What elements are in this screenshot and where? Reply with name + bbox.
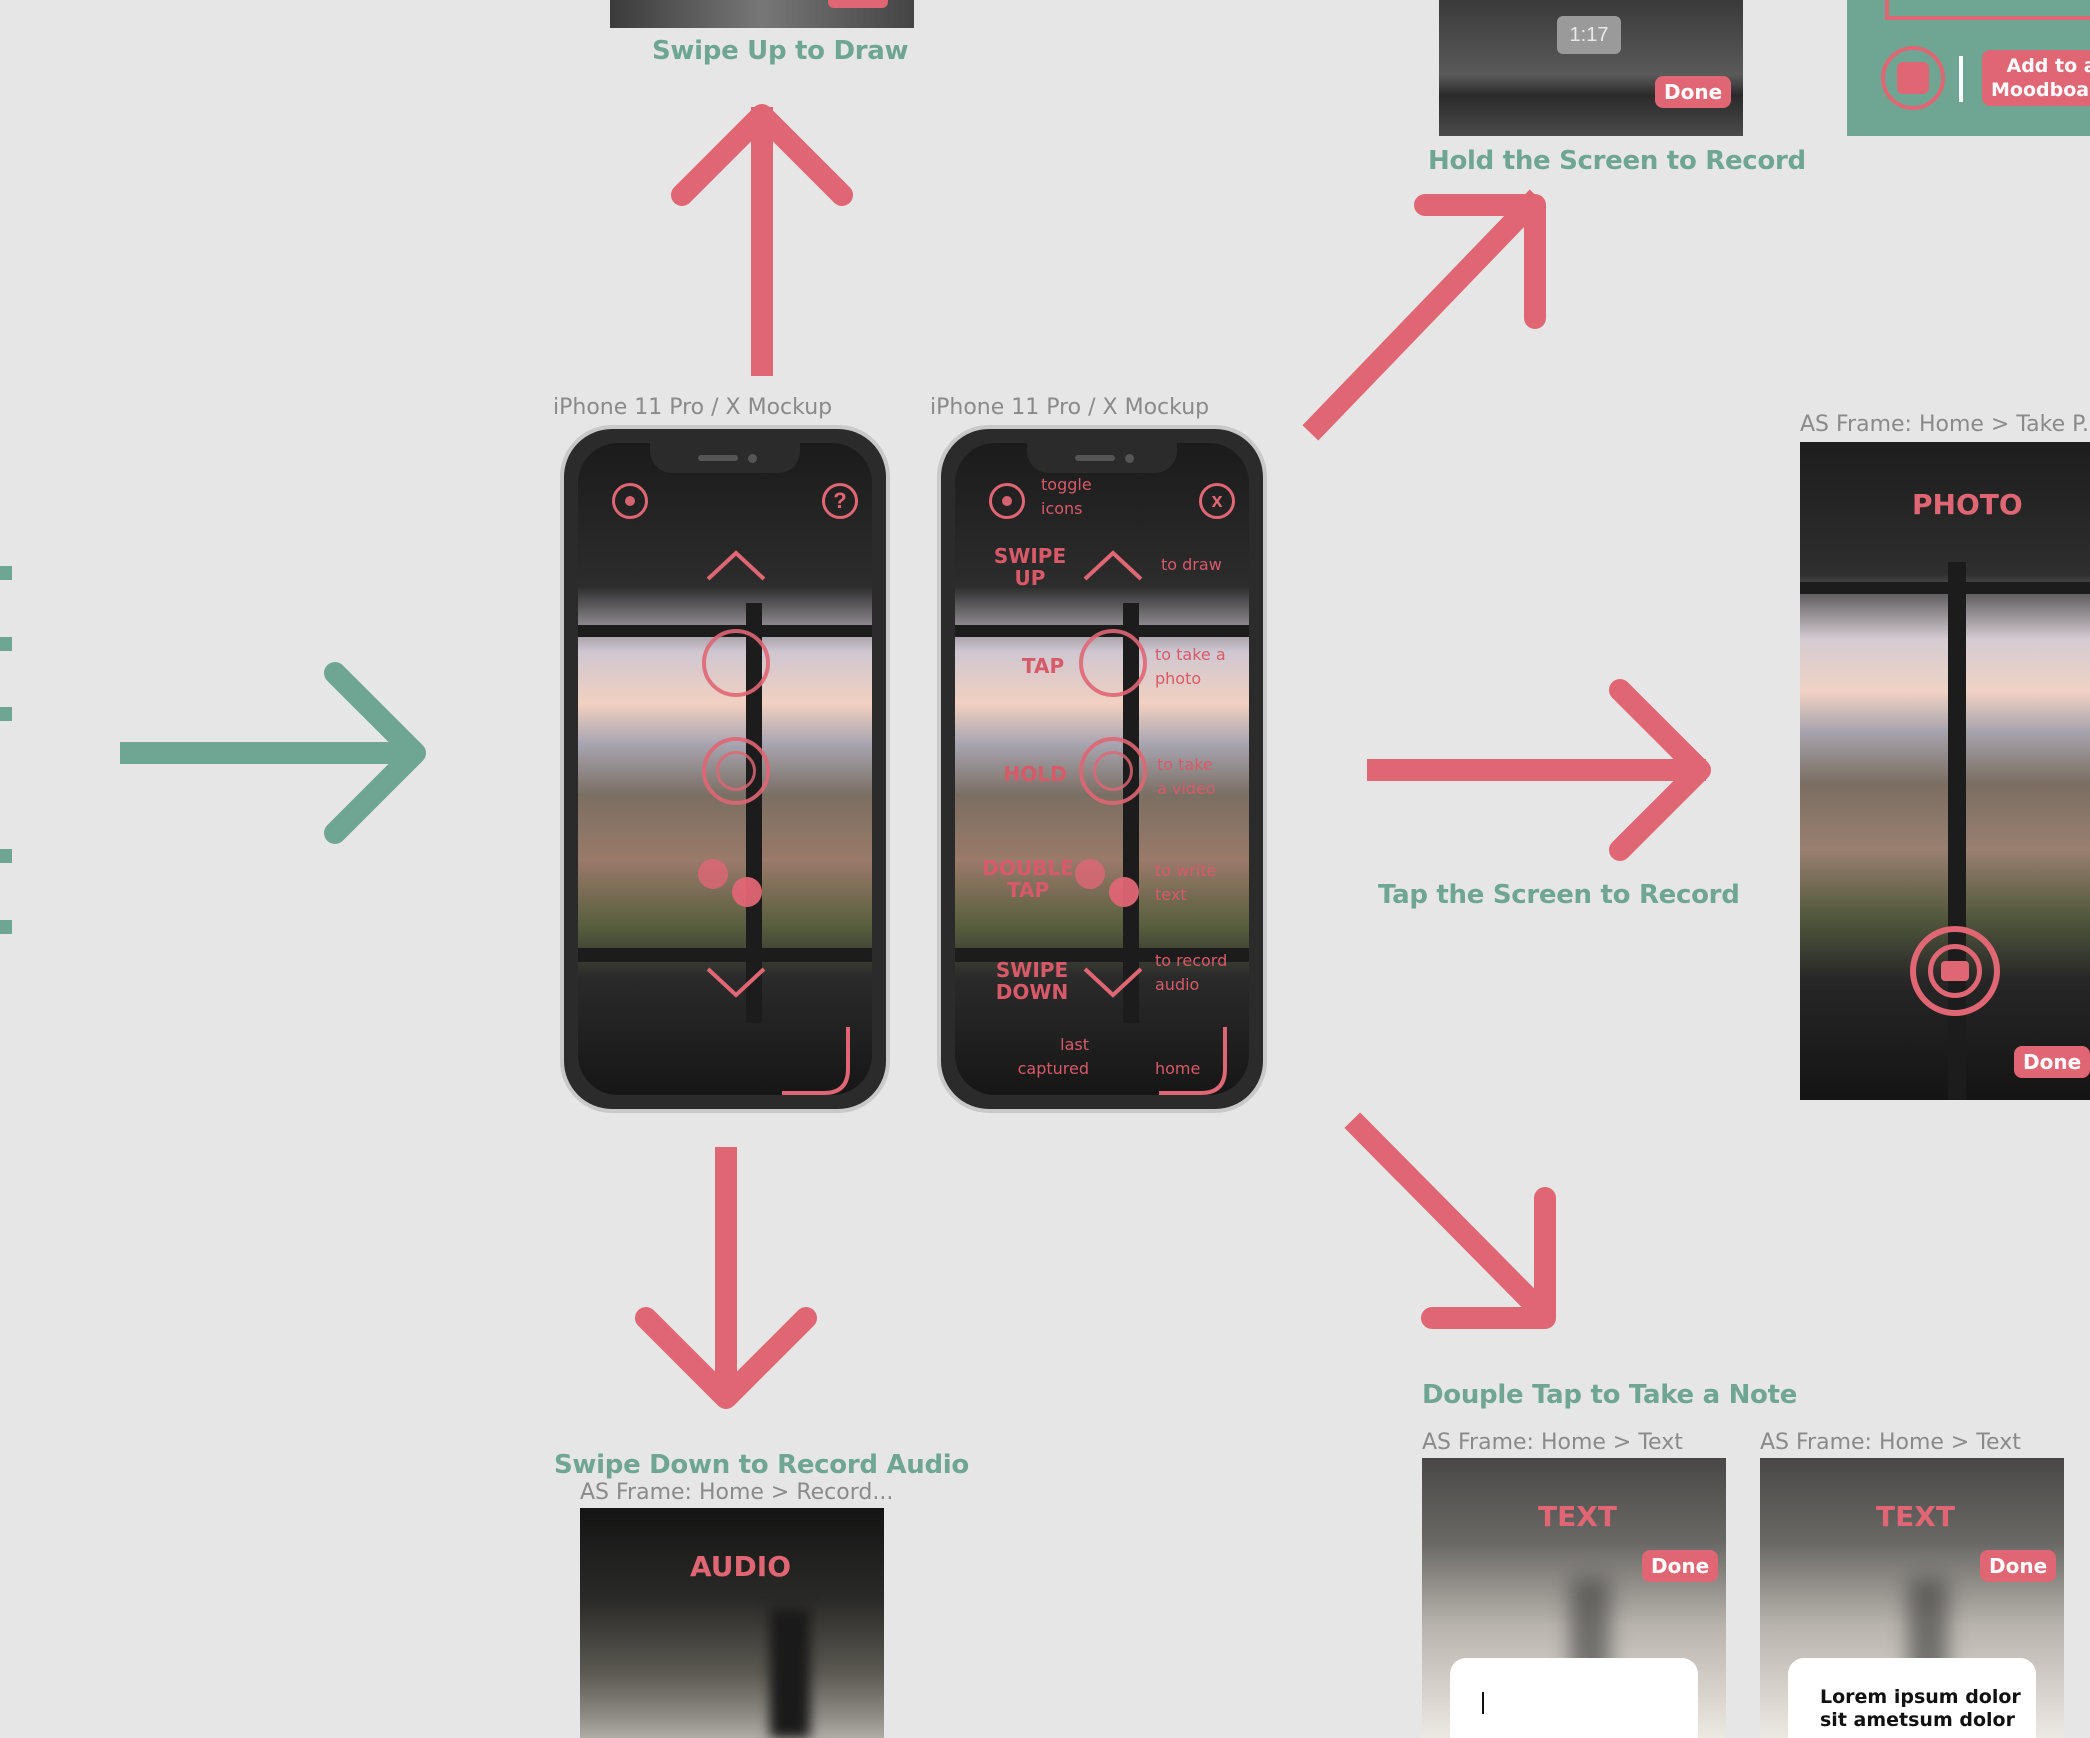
hint-double-tap-desc: to write text [1155,861,1217,904]
camera-help-view[interactable]: toggle icons x SWIPE UP to draw TAP to t… [955,443,1249,1095]
toggle-icons-icon[interactable] [989,483,1025,519]
frame-label-audio: AS Frame: Home > Record... [580,1480,894,1505]
arrow-up-right-head [1414,194,1546,329]
frame-label-photo: AS Frame: Home > Take P... [1800,412,2090,437]
note-text-content: Lorem ipsum dolor sit ametsum dolor [1820,1686,2021,1731]
hold-ring-icon [702,737,770,805]
frame-label-text-1: AS Frame: Home > Text [1422,1430,1683,1455]
stop-record-icon[interactable] [1881,46,1945,110]
flow-label-swipe-down: Swipe Down to Record Audio [554,1450,969,1480]
done-button[interactable]: Done [1980,1550,2057,1582]
home-corner-icon[interactable] [778,1023,858,1095]
note-text-box[interactable]: Lorem ipsum dolor sit ametsum dolor [1788,1658,2036,1738]
hint-home: home [1155,1059,1201,1078]
add-to-moodboard-button[interactable]: Add to a Moodboard [1982,50,2090,106]
double-tap-dot-icon [1075,859,1105,889]
arrow-up-head [671,104,853,206]
hint-hold-desc: to take a video [1157,755,1216,798]
hint-tap-desc: to take a photo [1155,645,1226,688]
hint-swipe-down-label: SWIPE DOWN [995,958,1069,1004]
mockup-label-1: iPhone 11 Pro / X Mockup [553,395,833,420]
frame-text-2[interactable]: TEXT Done Lorem ipsum dolor sit ametsum … [1760,1458,2064,1738]
arrow-up-right [1302,189,1546,441]
double-tap-dot-icon-2 [732,877,762,907]
home-corner-icon[interactable] [1155,1023,1235,1095]
phone-mockup-camera[interactable]: ? [560,425,890,1113]
text-title: TEXT [1876,1500,1955,1533]
hint-swipe-up-label: SWIPE UP [993,544,1067,590]
arrow-down-right-head [1421,1187,1556,1329]
done-button[interactable]: Done [1642,1550,1719,1582]
double-tap-dot-icon [698,859,728,889]
flow-label-tap: Tap the Screen to Record [1378,880,1740,910]
hint-double-tap-label: DOUBLE TAP [982,856,1074,902]
camera-view[interactable]: ? [578,443,872,1095]
chevron-up-icon [1083,550,1143,581]
text-title: TEXT [1538,1500,1617,1533]
frame-moodboard[interactable]: Add to a Moodboard [1847,0,2090,136]
flow-label-double-tap: Douple Tap to Take a Note [1422,1380,1798,1410]
arrow-down-right [1344,1112,1556,1326]
arrow-teal-head [324,662,426,844]
hint-tap-label: TAP [1021,654,1065,678]
double-tap-dot-icon-2 [1109,877,1139,907]
phone-mockup-help[interactable]: toggle icons x SWIPE UP to draw TAP to t… [937,425,1267,1113]
chevron-down-icon [706,967,766,998]
text-cursor [1482,1692,1484,1714]
hint-last-captured: last captured [1017,1035,1089,1078]
tap-ring-icon [1079,629,1147,697]
frame-draw-partial[interactable] [610,0,914,28]
frame-video[interactable]: 1:17 Done [1439,0,1743,136]
done-button[interactable]: Done [2014,1046,2090,1078]
close-icon[interactable]: x [1199,483,1235,519]
help-icon[interactable]: ? [822,483,858,519]
frame-photo[interactable]: PHOTO Done [1800,442,2090,1100]
toggle-icons-icon[interactable] [612,483,648,519]
arrow-down-head [635,1307,817,1409]
video-timer: 1:17 [1557,16,1621,54]
chevron-up-icon [706,550,766,581]
audio-title: AUDIO [690,1550,792,1583]
hint-toggle: toggle icons [1041,475,1092,518]
photo-title: PHOTO [1912,488,2023,521]
camera-shutter-icon[interactable] [1910,926,2000,1016]
hint-swipe-up-desc: to draw [1161,555,1222,574]
chevron-down-icon [1083,967,1143,998]
tap-ring-icon [702,629,770,697]
hold-ring-icon [1079,737,1147,805]
flow-label-swipe-up: Swipe Up to Draw [652,36,909,66]
hint-swipe-down-desc: to record audio [1155,951,1228,994]
note-text-box[interactable] [1450,1658,1698,1738]
flow-label-hold: Hold the Screen to Record [1428,146,1806,176]
arrow-right-head [1609,679,1711,861]
hint-hold-label: HOLD [1003,762,1067,786]
done-button[interactable]: Done [1655,76,1732,108]
frame-audio[interactable]: AUDIO [580,1508,884,1738]
mockup-label-2: iPhone 11 Pro / X Mockup [930,395,1210,420]
frame-text-1[interactable]: TEXT Done [1422,1458,1726,1738]
frame-label-text-2: AS Frame: Home > Text [1760,1430,2021,1455]
